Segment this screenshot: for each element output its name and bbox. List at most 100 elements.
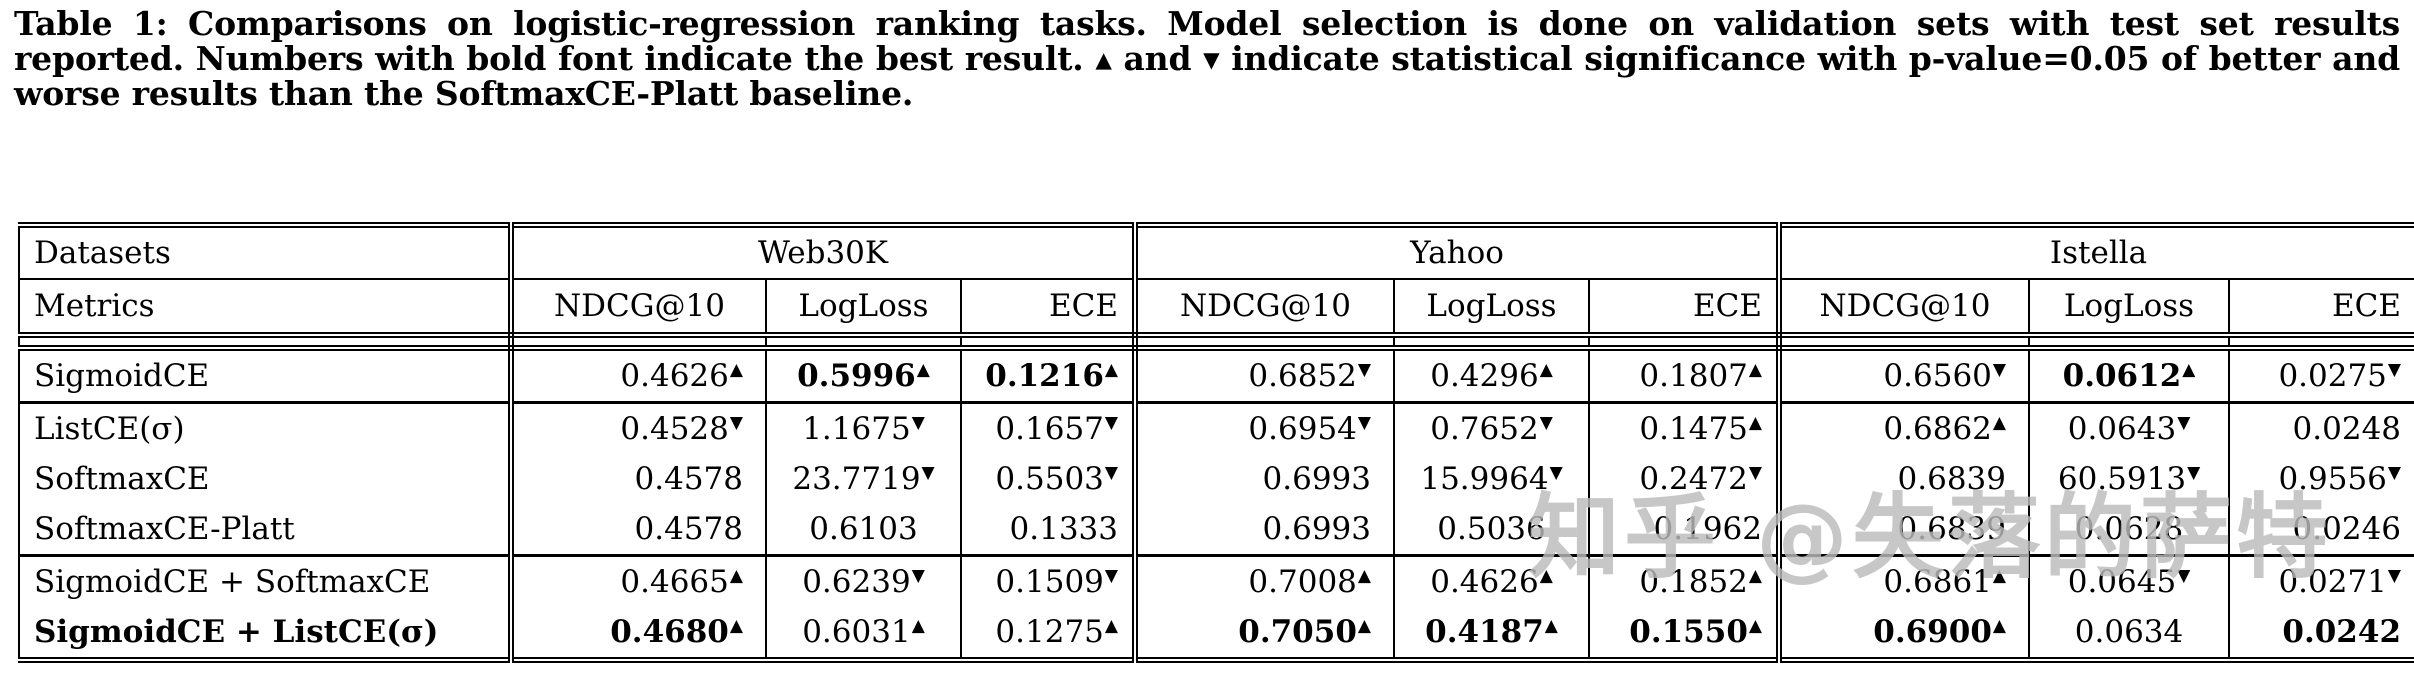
metric-value: 0.4626 [1430, 564, 1539, 600]
up-triangle-icon: ▲ [2182, 359, 2196, 380]
rule-spacer-cell [1779, 335, 2031, 351]
metric-value: 0.6954 [1248, 411, 1357, 447]
up-triangle-icon: ▲ [729, 565, 743, 586]
value-cell: 1.1675▼ [766, 402, 962, 454]
value-cell: 0.0634 [2029, 607, 2231, 660]
table-row: SoftmaxCE 0.4578 23.7719▼ 0.5503▼ 0.6993 15.9… [19, 454, 2414, 504]
metric-value: 0.1550 [1629, 614, 1748, 650]
value-cell: 0.1852▲ [1589, 555, 1783, 607]
metric-value: 0.4578 [634, 511, 743, 547]
value-cell: 0.0612▲ [2029, 348, 2231, 404]
value-cell: 0.6852▼ [1135, 348, 1396, 404]
value-cell: 0.7008▲ [1135, 555, 1396, 607]
value-cell: 0.6103 [766, 504, 962, 557]
up-triangle-icon: ▲ [1357, 565, 1372, 586]
metric-value: 0.0271 [2278, 564, 2387, 600]
down-triangle-icon: ▼ [1357, 359, 1372, 380]
metric-value: 0.6031 [802, 614, 911, 650]
value-cell: 0.1216▲ [961, 348, 1139, 404]
up-triangle-icon: ▲ [1104, 359, 1119, 380]
up-triangle-icon: ▲ [729, 359, 743, 380]
metric-value: 15.9964 [1420, 461, 1549, 497]
value-cell: 0.0246 [2229, 504, 2414, 557]
row-label: SoftmaxCE-Platt [19, 504, 514, 557]
metric-value: 0.2472 [1639, 461, 1748, 497]
value-cell: 0.4680▲ [511, 607, 767, 660]
row-label: SigmoidCE + ListCE(σ) [19, 607, 514, 660]
value-cell: 0.1962 [1589, 504, 1783, 557]
metric-value: 0.6900 [1873, 614, 1992, 650]
down-triangle-icon: ▼ [1992, 359, 2007, 380]
table-row: SoftmaxCE-Platt 0.4578 0.6103 0.1333 0.6993 0… [19, 504, 2414, 557]
value-cell: 0.5036 [1394, 504, 1591, 557]
metric-value: 0.4187 [1425, 614, 1544, 650]
value-cell: 0.4296▲ [1394, 348, 1591, 404]
up-triangle-icon: ▲ [916, 359, 930, 380]
metric-value: 0.7652 [1430, 411, 1539, 447]
group-header-web30k: Web30K [511, 225, 1139, 280]
metric-value: 0.0248 [2292, 411, 2402, 447]
value-cell: 0.6560▼ [1779, 348, 2031, 404]
col-header-ndcg: NDCG@10 [1135, 279, 1396, 338]
value-cell: 0.6861▲ [1779, 555, 2031, 607]
up-triangle-icon: ▲ [1748, 359, 1763, 380]
metric-value: 0.1962 [1653, 511, 1763, 547]
metric-value: 0.6993 [1262, 461, 1372, 497]
metric-value: 0.4680 [610, 614, 729, 650]
value-cell: 60.5913▼ [2029, 454, 2231, 504]
metric-value: 1.1675 [802, 411, 911, 447]
metric-value: 0.1475 [1639, 411, 1748, 447]
metric-value: 0.5036 [1437, 511, 1546, 547]
metric-value: 0.5996 [797, 358, 916, 394]
value-cell: 0.1657▼ [961, 402, 1139, 454]
row-label: ListCE(σ) [19, 402, 514, 454]
up-triangle-icon: ▲ [1539, 565, 1553, 586]
value-cell: 0.6993 [1135, 454, 1396, 504]
down-triangle-icon: ▼ [1104, 565, 1119, 586]
value-cell: 0.0242 [2229, 607, 2414, 660]
down-triangle-icon: ▼ [2387, 462, 2402, 483]
value-cell: 0.4578 [511, 504, 767, 557]
down-triangle-icon: ▼ [2177, 565, 2191, 586]
rule-spacer-cell [511, 335, 767, 351]
up-triangle-icon: ▲ [1992, 615, 2007, 636]
metric-value: 0.6862 [1883, 411, 1992, 447]
value-cell: 0.1550▲ [1589, 607, 1783, 660]
metric-value: 0.7008 [1248, 564, 1357, 600]
value-cell: 0.2472▼ [1589, 454, 1783, 504]
value-cell: 0.1509▼ [961, 555, 1139, 607]
rule-spacer-cell [766, 335, 962, 351]
group-header-yahoo: Yahoo [1135, 225, 1783, 280]
metric-value: 0.9556 [2278, 461, 2387, 497]
rule-spacer-cell [961, 335, 1139, 351]
value-cell: 0.7050▲ [1135, 607, 1396, 660]
metric-value: 0.1275 [995, 614, 1104, 650]
metric-value: 0.1333 [1009, 511, 1119, 547]
value-cell: 0.1475▲ [1589, 402, 1783, 454]
metric-value: 0.0634 [2074, 614, 2184, 650]
value-cell: 0.4528▼ [511, 402, 767, 454]
value-cell: 0.6862▲ [1779, 402, 2031, 454]
value-cell: 0.0645▼ [2029, 555, 2231, 607]
rule-spacer-cell [19, 335, 514, 351]
up-triangle-icon: ▲ [1539, 359, 1553, 380]
col-header-ndcg: NDCG@10 [511, 279, 767, 338]
down-triangle-icon: ▼ [921, 462, 935, 483]
metric-value: 0.0275 [2278, 358, 2387, 394]
metric-value: 0.4665 [620, 564, 729, 600]
metric-value: 0.0628 [2074, 511, 2184, 547]
down-triangle-icon: ▼ [1104, 412, 1119, 433]
col-header-ndcg: NDCG@10 [1779, 279, 2031, 338]
metric-value: 0.4626 [620, 358, 729, 394]
value-cell: 0.0271▼ [2229, 556, 2414, 608]
col-header-logloss: LogLoss [1394, 279, 1591, 338]
col-header-ece: ECE [1589, 279, 1783, 338]
value-cell: 0.4665▲ [511, 555, 767, 607]
up-triangle-icon: ▲ [1104, 615, 1119, 636]
results-table-container: Datasets Web30K Yahoo Istella Metrics ND… [18, 222, 2414, 663]
down-triangle-icon: ▼ [2387, 565, 2402, 586]
metric-value: 0.1216 [985, 358, 1104, 394]
row-label: SigmoidCE + SoftmaxCE [19, 555, 514, 607]
down-triangle-icon: ▼ [1104, 462, 1119, 483]
table-row: SigmoidCE + ListCE(σ) 0.4680▲ 0.6031▲ 0.127… [19, 607, 2414, 660]
